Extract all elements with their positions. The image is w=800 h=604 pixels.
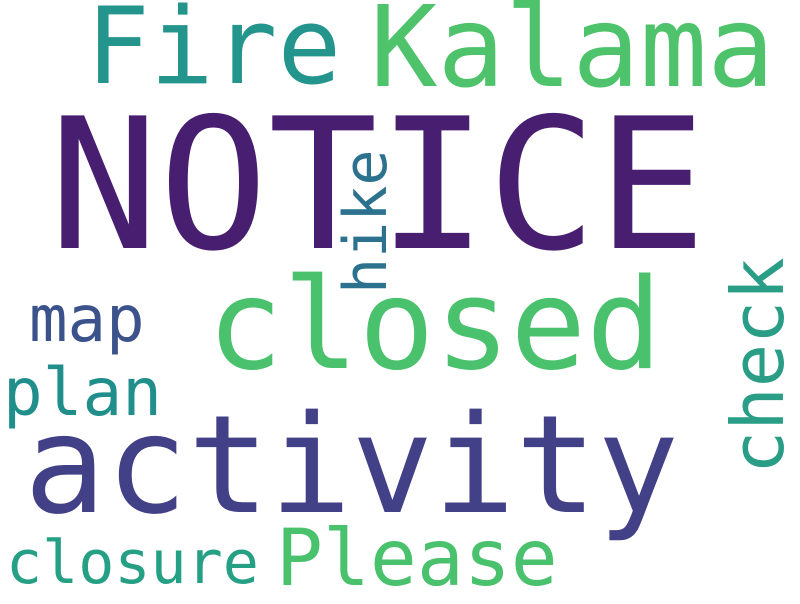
- word-please: Please: [276, 514, 558, 604]
- word-closed: closed: [207, 251, 663, 398]
- word-kalama: Kalama: [370, 0, 775, 113]
- word-plan: plan: [3, 354, 162, 431]
- word-check: check: [716, 257, 800, 474]
- word-notice: NOTICE: [49, 79, 707, 291]
- word-activity: activity: [24, 387, 680, 545]
- word-closure: closure: [6, 528, 259, 598]
- word-map: map: [29, 283, 145, 357]
- word-fire: Fire: [86, 0, 342, 108]
